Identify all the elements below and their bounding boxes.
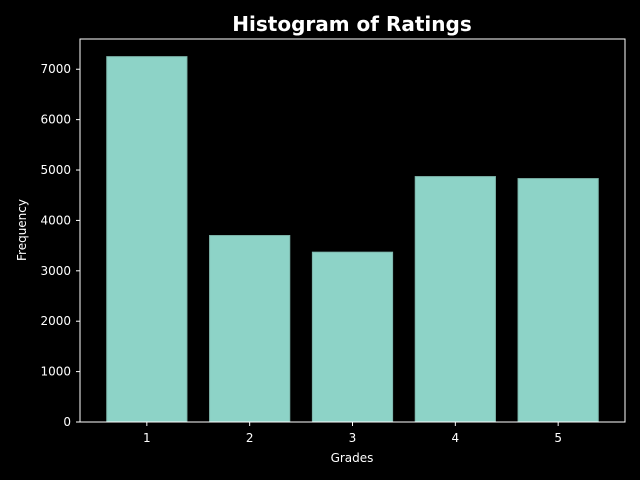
y-tick-label: 4000 [40, 213, 71, 227]
y-axis-label: Frequency [15, 199, 29, 261]
x-axis-label: Grades [331, 451, 374, 465]
bar-3 [311, 251, 394, 423]
x-tick-label: 2 [246, 431, 254, 445]
x-tick-label: 5 [554, 431, 562, 445]
y-tick-label: 7000 [40, 62, 71, 76]
bar-1 [106, 56, 188, 423]
y-tick-label: 2000 [40, 314, 71, 328]
x-tick-label: 4 [452, 431, 460, 445]
bar-5 [517, 178, 599, 423]
axes-layer: 1 2 3 4 5 0 1000 2000 3000 4000 5000 6000 7000 [40, 38, 626, 445]
y-tick-label: 1000 [40, 365, 71, 379]
chart-title: Histogram of Ratings [232, 12, 471, 36]
bars-layer [106, 56, 599, 423]
x-tick-label: 3 [349, 431, 357, 445]
y-tick-label: 0 [63, 415, 71, 429]
bar-2 [209, 235, 291, 423]
x-tick-label: 1 [143, 431, 151, 445]
y-tick-label: 3000 [40, 264, 71, 278]
bar-4 [414, 176, 496, 423]
y-tick-label: 6000 [40, 113, 71, 127]
y-tick-label: 5000 [40, 163, 71, 177]
